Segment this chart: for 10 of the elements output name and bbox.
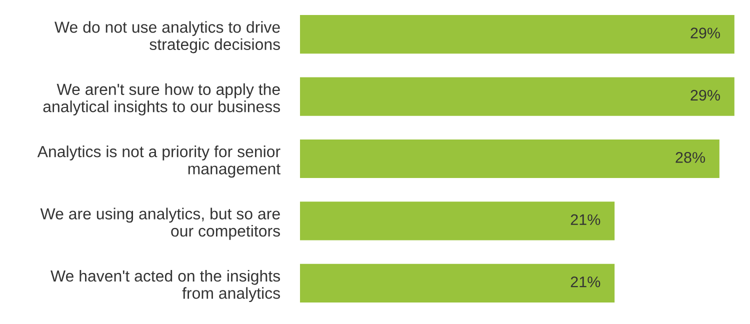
data-label: 21%	[570, 276, 600, 288]
y-tick-label: We aren't sure how to apply the analytical insights to our business	[43, 83, 280, 116]
data-label: 29%	[690, 90, 720, 101]
data-label: 28%	[676, 152, 706, 163]
y-tick-label: We haven't acted on the insights from analytics	[50, 270, 280, 302]
data-label: 29%	[690, 28, 720, 38]
data-label: 21%	[570, 214, 600, 226]
y-tick-label: Analytics is not a priority for senior management	[37, 146, 280, 178]
y-tick-label: We are using analytics, but so are our competitors	[40, 208, 280, 240]
y-tick-label: We do not use analytics to drive strategic decisions	[54, 21, 280, 54]
